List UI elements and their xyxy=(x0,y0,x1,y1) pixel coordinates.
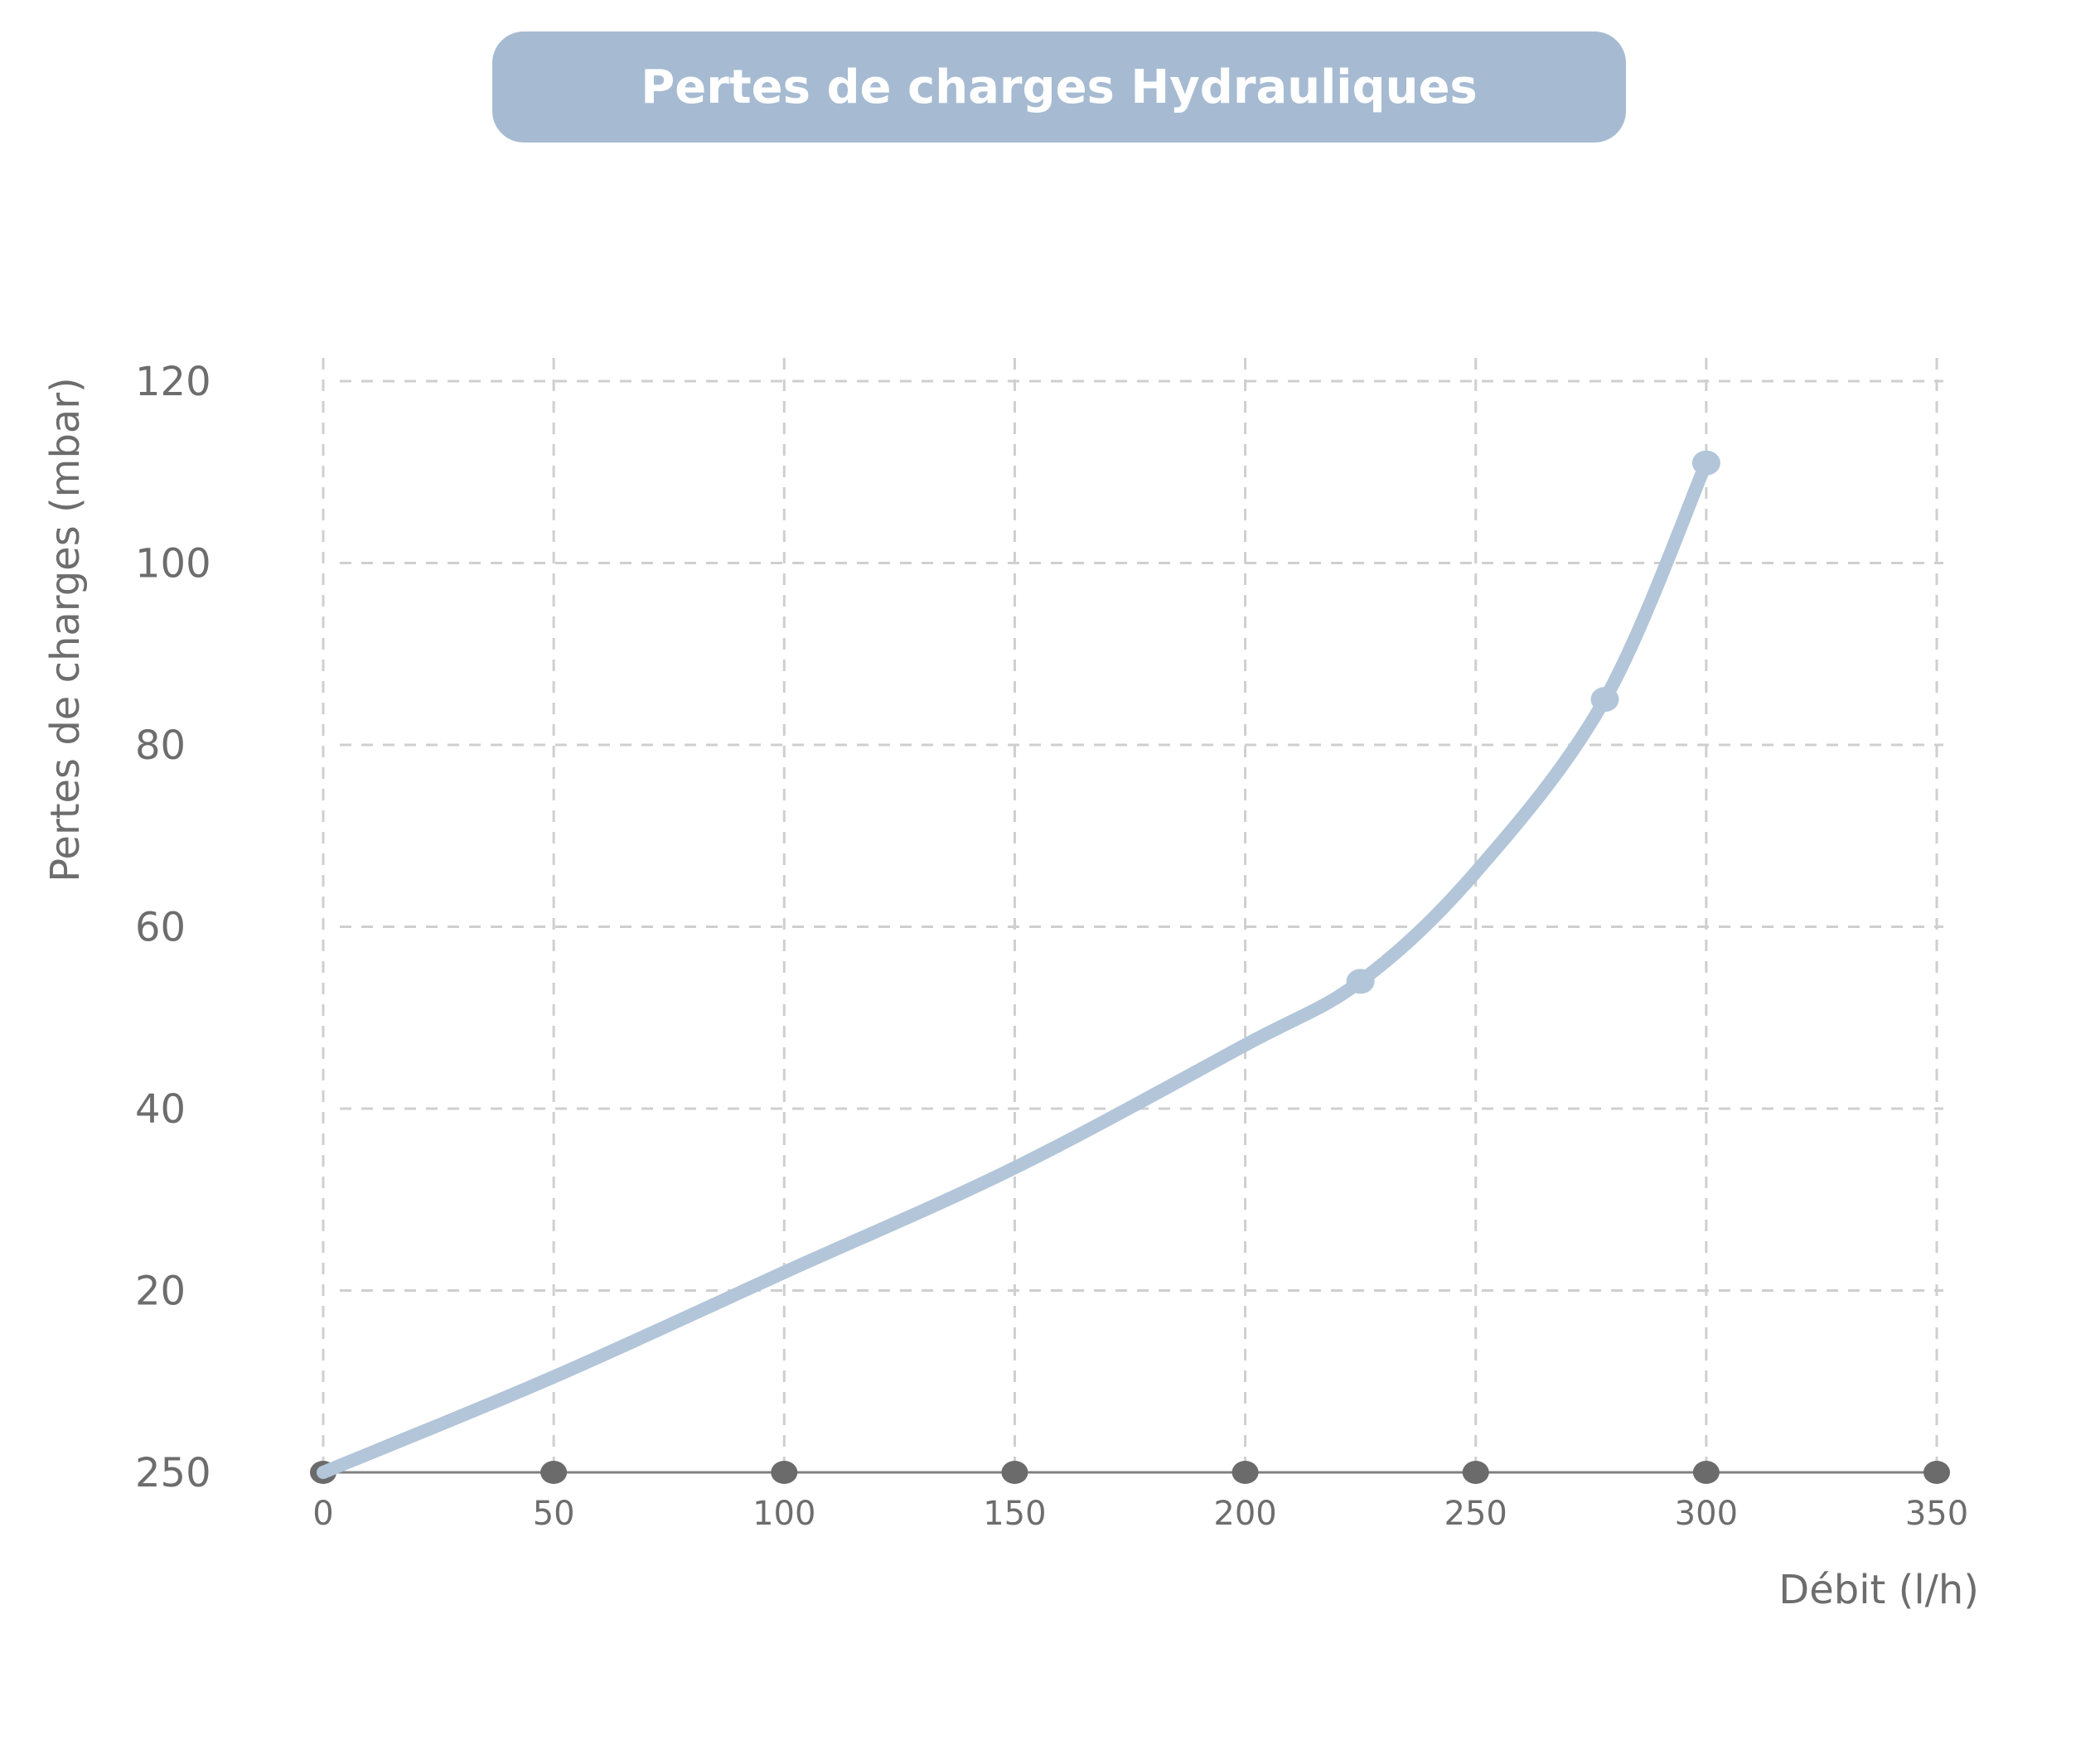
y-tick-label: 20 xyxy=(135,1269,186,1315)
data-point xyxy=(1346,969,1375,994)
y-axis-label: Pertes de charges (mbar) xyxy=(42,377,89,882)
grid-lines xyxy=(322,358,1943,1472)
x-tick-label: 300 xyxy=(1675,1495,1738,1533)
y-tick-labels: 250 20 40 60 80 100 120 xyxy=(135,359,211,1496)
y-tick-label: 100 xyxy=(135,541,211,587)
x-axis-marker xyxy=(1462,1461,1489,1484)
x-axis-marker xyxy=(540,1461,568,1484)
x-axis-marker xyxy=(1231,1461,1259,1484)
data-points xyxy=(1346,450,1720,994)
y-tick-label: 60 xyxy=(135,905,186,951)
y-tick-label: 40 xyxy=(135,1086,186,1133)
x-tick-label: 0 xyxy=(312,1495,333,1533)
x-tick-labels: 0 50 100 150 200 250 300 350 xyxy=(312,1495,1968,1533)
x-axis-marker xyxy=(1001,1461,1028,1484)
x-tick-label: 100 xyxy=(752,1495,815,1533)
x-tick-label: 50 xyxy=(533,1495,575,1533)
data-point xyxy=(1691,450,1720,476)
series-curve xyxy=(317,456,1713,1479)
y-tick-label: 120 xyxy=(135,359,211,405)
y-tick-label: 250 xyxy=(135,1450,211,1496)
x-tick-label: 200 xyxy=(1213,1495,1276,1533)
x-axis-marker xyxy=(1923,1461,1950,1484)
x-tick-label: 250 xyxy=(1444,1495,1507,1533)
data-point xyxy=(1590,687,1619,713)
x-tick-label: 350 xyxy=(1905,1495,1968,1533)
x-tick-label: 150 xyxy=(983,1495,1046,1533)
x-axis-label: Débit (l/h) xyxy=(1778,1567,1979,1613)
x-axis-marker xyxy=(1692,1461,1720,1484)
x-axis-marker xyxy=(771,1461,798,1484)
chart-title: Pertes de charges Hydrauliques xyxy=(492,31,1626,143)
y-tick-label: 80 xyxy=(135,723,186,769)
